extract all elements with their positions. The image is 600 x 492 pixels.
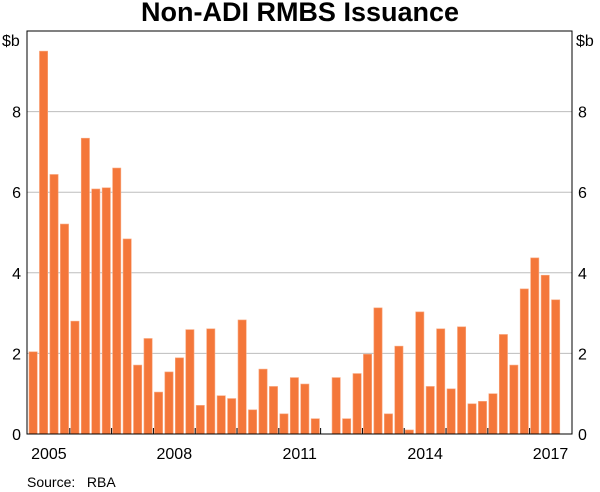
bar xyxy=(122,238,132,435)
y-tick-label-left: 4 xyxy=(12,266,21,283)
bar xyxy=(519,288,529,435)
bar xyxy=(248,409,258,435)
bar xyxy=(310,418,320,435)
bar xyxy=(331,377,341,435)
bar xyxy=(279,413,289,435)
bar xyxy=(488,393,498,435)
y-tick-label-left: 6 xyxy=(12,185,21,202)
bar xyxy=(498,334,508,435)
bar xyxy=(394,345,404,435)
bar xyxy=(28,351,38,435)
bar xyxy=(70,320,80,435)
bar xyxy=(551,299,561,435)
bar xyxy=(384,413,393,435)
bar xyxy=(540,274,550,435)
bar xyxy=(80,137,90,435)
bar xyxy=(342,418,352,435)
bar xyxy=(39,50,49,435)
y-tick-label-right: 4 xyxy=(578,266,587,283)
bar xyxy=(195,405,205,435)
bar xyxy=(185,329,195,435)
bar xyxy=(363,353,372,435)
y-axis-unit-right: $b xyxy=(576,33,594,50)
bar xyxy=(509,364,519,435)
y-tick-label-right: 0 xyxy=(578,427,587,444)
bar xyxy=(227,398,237,435)
bar xyxy=(175,357,184,435)
bar xyxy=(60,223,69,435)
bar xyxy=(206,328,216,435)
bar xyxy=(415,311,425,435)
bar xyxy=(101,187,111,435)
bar xyxy=(467,403,477,435)
plot-frame xyxy=(26,30,573,435)
x-tick-label: 2014 xyxy=(407,446,443,463)
y-tick-label-left: 0 xyxy=(12,427,21,444)
bar xyxy=(91,188,101,435)
y-tick-label-left: 2 xyxy=(12,346,21,363)
bar xyxy=(258,368,268,435)
bar xyxy=(436,328,446,435)
bar xyxy=(300,383,310,435)
bar xyxy=(373,307,383,435)
chart-title: Non-ADI RMBS Issuance xyxy=(140,0,460,27)
bar xyxy=(143,338,153,435)
y-tick-label-right: 8 xyxy=(578,105,587,122)
bar xyxy=(530,257,540,435)
bar xyxy=(154,391,163,435)
y-tick-label-left: 8 xyxy=(12,105,21,122)
y-tick-label-right: 2 xyxy=(578,346,587,363)
bar xyxy=(352,373,362,435)
source-note: Source: RBA xyxy=(27,474,116,490)
bar xyxy=(133,364,143,435)
bar xyxy=(446,388,456,435)
bar xyxy=(164,371,174,435)
bar xyxy=(237,319,247,435)
x-tick-label: 2008 xyxy=(157,446,193,463)
x-tick-label: 2017 xyxy=(533,446,569,463)
bar xyxy=(457,326,467,435)
bar xyxy=(404,429,414,435)
y-tick-label-right: 6 xyxy=(578,185,587,202)
bar xyxy=(269,386,278,435)
bar xyxy=(112,167,122,435)
x-tick-label: 2011 xyxy=(283,446,318,463)
bar xyxy=(289,377,299,435)
y-axis-unit-left: $b xyxy=(2,33,20,50)
bar xyxy=(49,174,59,435)
bar xyxy=(478,401,487,435)
x-tick-label: 2005 xyxy=(31,446,67,463)
bar xyxy=(216,395,226,435)
bar xyxy=(425,386,435,435)
